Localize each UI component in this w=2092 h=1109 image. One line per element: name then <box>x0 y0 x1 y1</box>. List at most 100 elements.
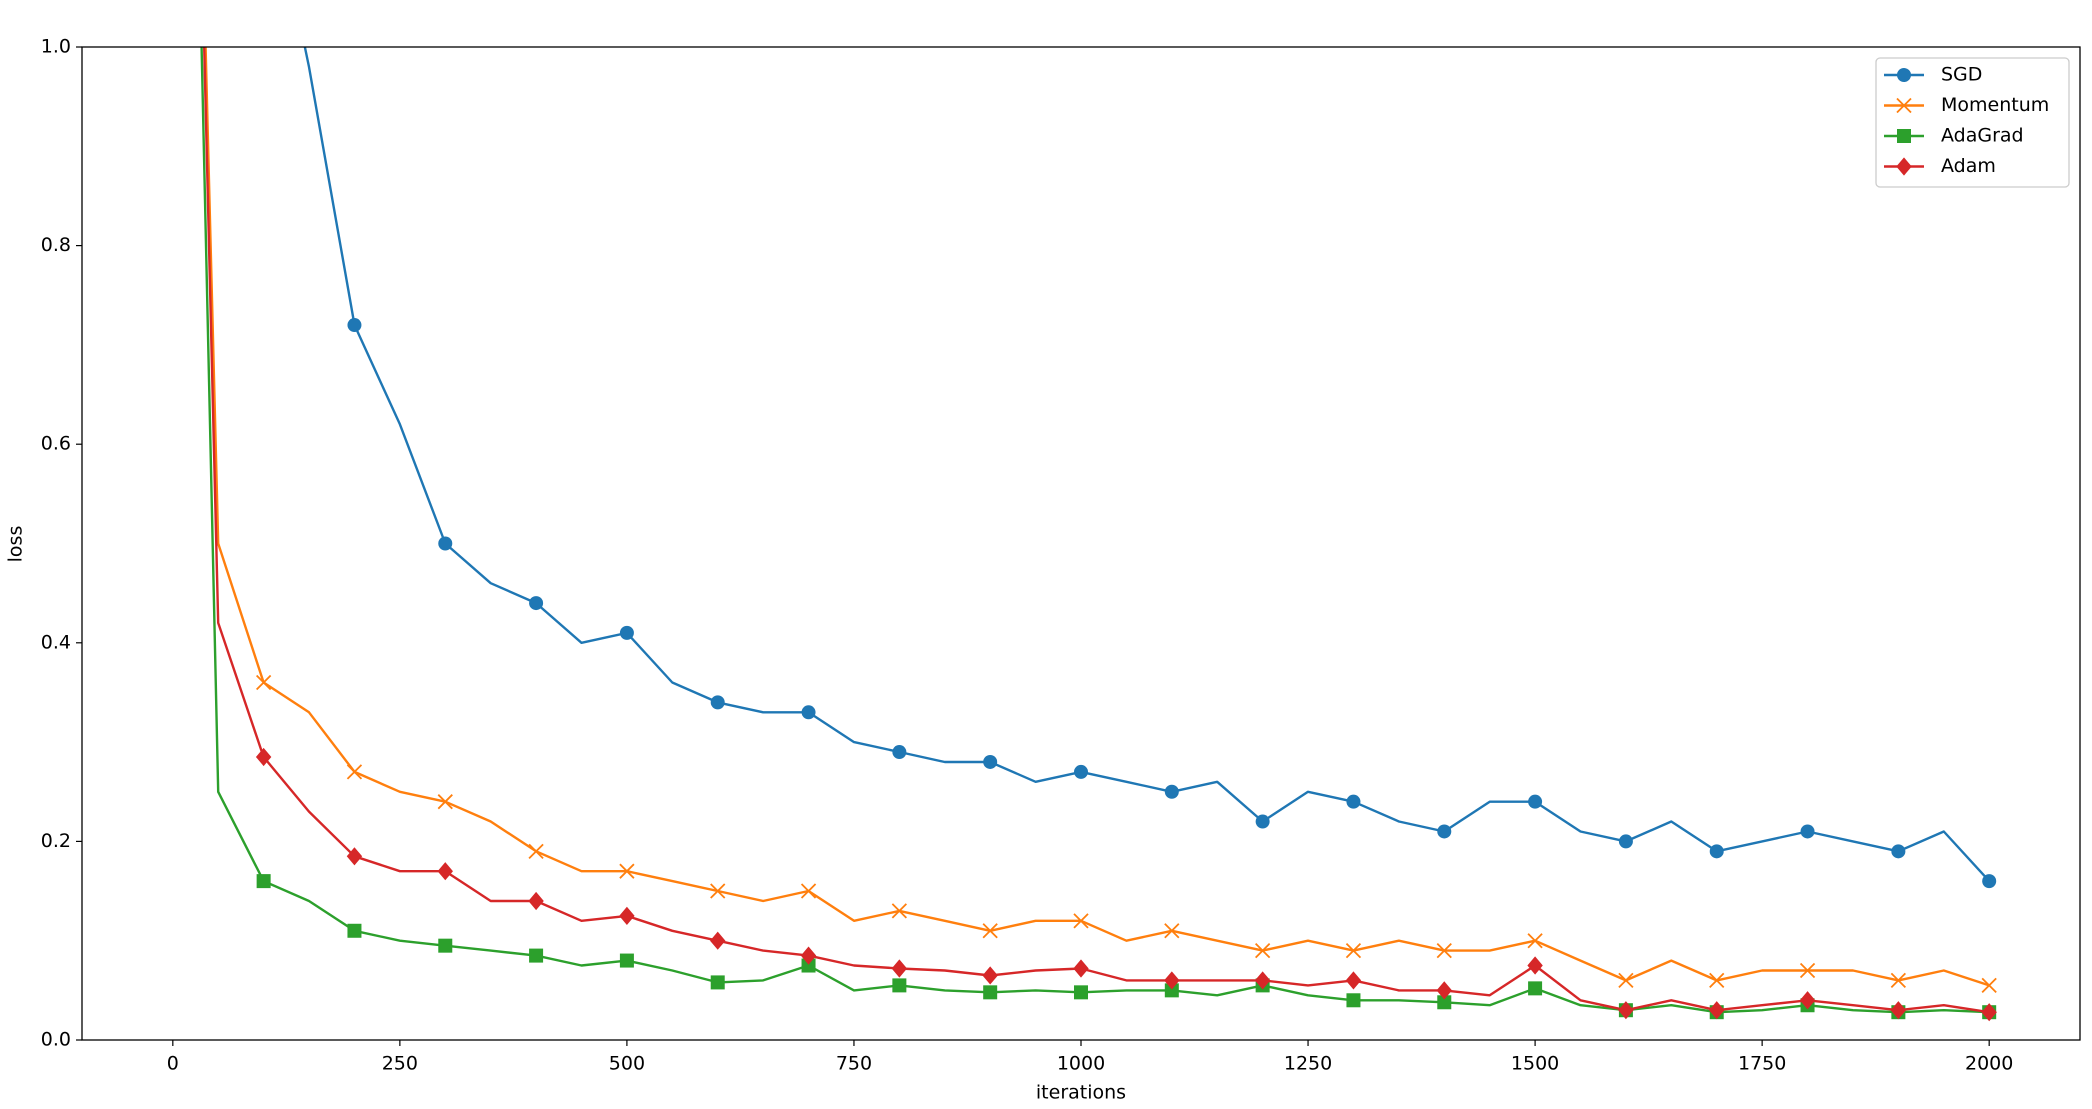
marker <box>710 883 726 899</box>
legend-box <box>1875 57 2070 188</box>
x-tick-label: 1000 <box>1057 1053 1105 1075</box>
marker <box>710 975 725 990</box>
marker <box>1436 981 1452 1000</box>
marker <box>983 985 998 1000</box>
marker <box>1890 1001 1907 1020</box>
marker <box>438 938 453 953</box>
marker <box>1164 971 1180 990</box>
y-tick-label: 0.4 <box>41 631 71 653</box>
marker <box>528 843 544 859</box>
y-tick-label: 1.0 <box>41 36 71 58</box>
marker <box>1437 995 1452 1010</box>
marker <box>982 966 998 985</box>
marker <box>438 536 453 551</box>
marker <box>619 906 635 925</box>
marker <box>1074 985 1088 1000</box>
legend-label: SGD <box>1941 64 1982 86</box>
x-tick-label: 1500 <box>1511 1053 1559 1075</box>
marker <box>1618 1001 1634 1020</box>
marker <box>710 695 725 710</box>
marker <box>1527 956 1543 975</box>
marker <box>1436 942 1452 959</box>
marker <box>710 931 726 950</box>
marker <box>1709 1001 1725 1020</box>
marker <box>1345 971 1362 990</box>
marker <box>1709 844 1724 859</box>
marker <box>256 874 271 889</box>
marker <box>346 764 363 780</box>
marker <box>1618 834 1633 849</box>
legend-marker <box>1896 157 1912 176</box>
y-tick-label: 0.2 <box>41 830 71 852</box>
x-tick-label: 0 <box>167 1053 179 1075</box>
legend-label: AdaGrad <box>1941 125 2024 147</box>
marker <box>1982 874 1997 889</box>
marker <box>1618 972 1634 989</box>
marker <box>1891 844 1906 859</box>
marker <box>1164 923 1180 939</box>
marker <box>437 862 453 881</box>
y-tick-label: 0.8 <box>41 234 71 256</box>
marker <box>891 903 908 919</box>
marker <box>1981 977 1997 994</box>
marker <box>1346 993 1361 1008</box>
x-tick-label: 1750 <box>1738 1053 1786 1075</box>
legend-marker <box>1896 97 1912 114</box>
marker <box>1073 959 1089 978</box>
y-tick-label: 0.0 <box>41 1029 71 1051</box>
x-tick-label: 2000 <box>1965 1053 2013 1075</box>
marker <box>800 883 817 899</box>
marker <box>1799 962 1816 979</box>
marker <box>255 747 272 767</box>
x-tick-label: 500 <box>609 1053 645 1075</box>
marker <box>619 625 634 640</box>
marker <box>1800 824 1815 839</box>
marker <box>1073 913 1089 929</box>
marker <box>1346 794 1361 809</box>
marker <box>619 953 634 968</box>
y-tick-label: 0.6 <box>41 433 71 455</box>
legend-label: Momentum <box>1941 94 2049 116</box>
marker <box>528 891 544 911</box>
marker <box>255 674 272 691</box>
x-tick-label: 250 <box>382 1053 418 1075</box>
marker <box>983 754 998 769</box>
legend-label: Adam <box>1941 155 1996 177</box>
marker <box>1709 972 1725 989</box>
y-axis-label: loss <box>5 526 27 563</box>
legend-marker <box>1897 129 1911 143</box>
marker <box>346 847 363 866</box>
marker <box>982 923 998 939</box>
marker <box>800 946 817 965</box>
marker <box>801 958 816 973</box>
marker <box>801 705 816 720</box>
marker <box>347 923 362 938</box>
marker <box>437 794 453 810</box>
marker <box>1437 824 1452 839</box>
marker <box>1255 942 1271 959</box>
legend: SGD Momentum AdaGrad Adam <box>1875 57 2070 188</box>
plot-area <box>200 47 1997 1022</box>
marker <box>1074 764 1088 779</box>
marker <box>1890 972 1906 989</box>
marker <box>1164 784 1179 799</box>
marker <box>891 959 908 978</box>
marker <box>1528 794 1543 809</box>
marker <box>619 863 635 879</box>
marker <box>1255 814 1270 829</box>
marker <box>529 948 544 963</box>
marker <box>347 318 362 333</box>
marker <box>892 978 907 993</box>
marker <box>1528 981 1543 996</box>
x-tick-label: 750 <box>836 1053 872 1075</box>
marker <box>1345 942 1362 959</box>
marker <box>1254 971 1271 990</box>
x-axis-label: iterations <box>1036 1082 1126 1104</box>
marker <box>1981 1003 1997 1022</box>
legend-marker <box>1897 68 1911 82</box>
marker <box>892 745 907 760</box>
marker <box>1799 991 1816 1010</box>
